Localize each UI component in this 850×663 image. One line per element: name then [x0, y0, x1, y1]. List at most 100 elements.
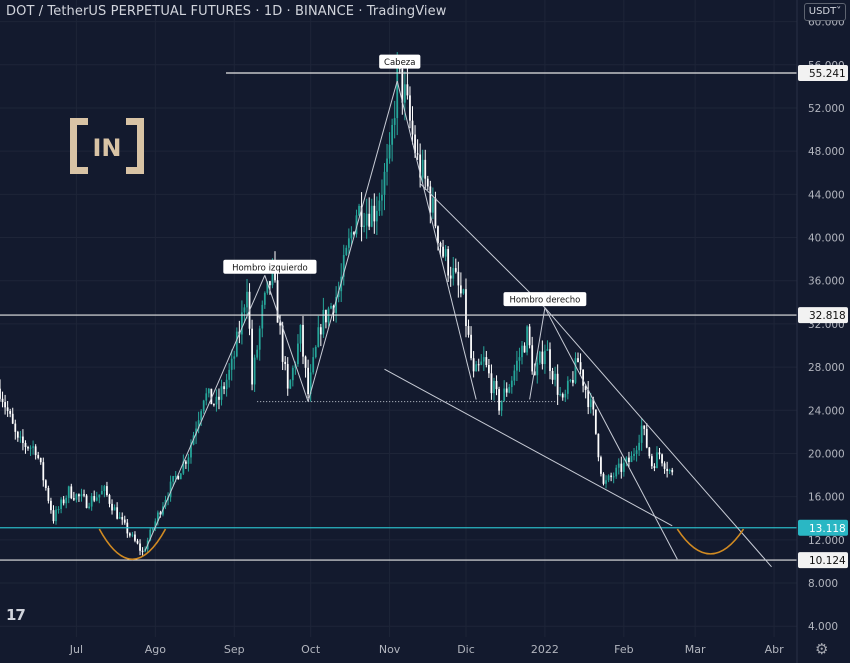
y-tick-label: 52.000 — [808, 103, 845, 115]
annotation-text: Hombro derecho — [509, 296, 580, 306]
candle-body — [546, 349, 549, 351]
candle-body — [123, 519, 126, 523]
candle — [322, 297, 325, 338]
candle — [123, 515, 126, 525]
candle-body — [490, 373, 493, 394]
candle-body — [437, 226, 439, 243]
candle-body — [566, 380, 569, 394]
candle-body — [635, 450, 638, 454]
candle-body — [70, 486, 73, 499]
candle — [391, 118, 394, 162]
candle — [184, 459, 187, 469]
candle — [230, 349, 233, 381]
candle-body — [403, 84, 406, 103]
candle — [19, 430, 22, 443]
candle-body — [246, 291, 248, 308]
candle — [551, 367, 554, 385]
candle-body — [299, 324, 302, 344]
candle — [88, 502, 91, 510]
candle — [493, 377, 495, 401]
candle-body — [14, 423, 17, 432]
candle-body — [172, 476, 175, 482]
candle — [416, 139, 419, 160]
candle — [57, 506, 60, 514]
y-tick-label: 24.000 — [808, 405, 845, 417]
candle — [650, 453, 653, 470]
candle-body — [508, 387, 511, 393]
candle — [472, 351, 475, 378]
candle-body — [156, 512, 159, 522]
price-tag-label: 10.124 — [809, 555, 846, 567]
candle-body — [205, 393, 208, 401]
candle-body — [549, 349, 551, 371]
candle — [510, 376, 513, 394]
candles-layer — [0, 52, 674, 556]
price-tag — [798, 64, 848, 81]
candle-body — [582, 369, 584, 386]
candle-body — [9, 411, 12, 414]
candle-body — [32, 446, 34, 448]
candle-body — [526, 326, 528, 353]
candle — [134, 531, 136, 543]
candle — [663, 461, 666, 474]
candle — [358, 203, 360, 217]
candle — [653, 463, 656, 472]
candle-body — [363, 225, 366, 227]
currency-selector[interactable]: USDT˅ — [804, 3, 846, 21]
candle — [286, 357, 289, 396]
candle-body — [6, 407, 9, 412]
candle — [345, 245, 348, 257]
candle-body — [477, 364, 480, 366]
candle-body — [118, 516, 121, 519]
candle-body — [213, 404, 215, 406]
candle — [579, 353, 582, 375]
candle-body — [640, 425, 643, 443]
candle — [85, 494, 88, 509]
candle-body — [235, 331, 238, 357]
candle-body — [141, 550, 144, 552]
candle — [628, 451, 630, 468]
candle-body — [628, 457, 630, 463]
candle — [617, 458, 620, 475]
candle-body — [663, 463, 666, 469]
candle-body — [337, 291, 340, 297]
annotation-text: Hombro izquierdo — [232, 263, 308, 273]
tradingview-logo-icon[interactable]: 17 — [6, 606, 26, 624]
trendline — [396, 80, 477, 400]
candle-body — [594, 409, 597, 434]
candle — [594, 409, 597, 435]
candle-body — [503, 388, 506, 401]
candle — [314, 345, 317, 359]
candle — [70, 483, 73, 500]
candle — [233, 350, 236, 370]
candle — [409, 86, 411, 129]
gear-icon[interactable]: ⚙ — [815, 640, 829, 658]
candle-body — [495, 380, 498, 390]
candle — [118, 512, 121, 519]
candle-body — [151, 528, 154, 530]
candle-body — [605, 480, 607, 484]
candle — [269, 280, 271, 295]
candle-body — [307, 367, 309, 395]
candle — [541, 340, 544, 370]
candle-body — [493, 380, 495, 394]
candle — [569, 378, 572, 383]
candle-body — [373, 205, 376, 222]
candle-body — [574, 358, 577, 383]
candle-body — [215, 396, 218, 405]
candle — [55, 506, 57, 525]
candle-body — [579, 362, 582, 370]
candle-body — [67, 486, 70, 498]
candle-body — [454, 268, 457, 272]
candle — [470, 326, 472, 361]
candle-body — [607, 475, 610, 481]
candle — [0, 379, 1, 402]
candle-body — [37, 455, 40, 458]
candle — [449, 266, 452, 287]
candle-body — [90, 495, 93, 507]
candle-body — [220, 386, 223, 400]
x-tick-label: Oct — [301, 643, 321, 656]
candle — [228, 363, 231, 388]
candle — [671, 467, 674, 476]
